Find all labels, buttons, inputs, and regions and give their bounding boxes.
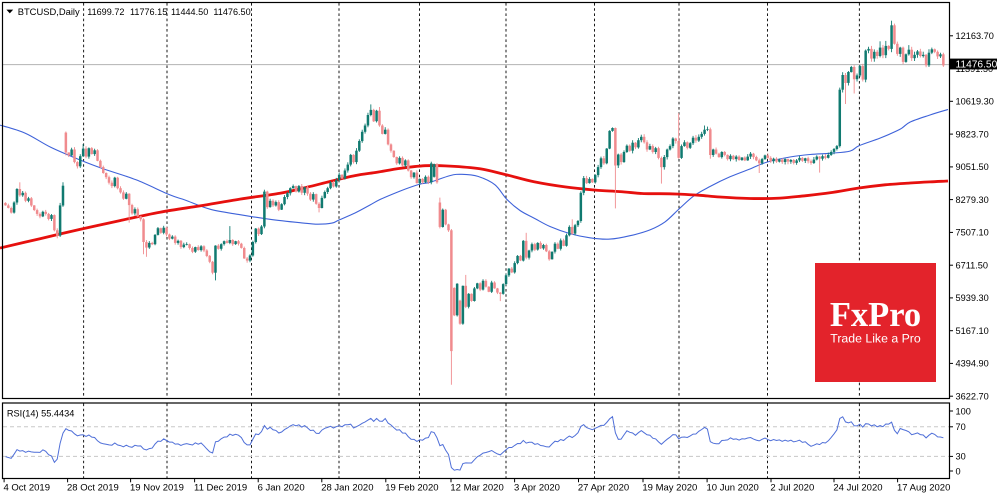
svg-text:12163.70: 12163.70: [956, 31, 994, 41]
svg-text:9823.70: 9823.70: [956, 129, 989, 139]
svg-text:27 Apr 2020: 27 Apr 2020: [578, 483, 629, 494]
svg-text:4394.90: 4394.90: [956, 359, 989, 369]
svg-text:0: 0: [956, 466, 961, 476]
svg-text:RSI(14) 55.4434: RSI(14) 55.4434: [7, 409, 74, 419]
svg-text:11476.50: 11476.50: [213, 7, 250, 17]
svg-text:3622.70: 3622.70: [956, 392, 989, 402]
svg-text:11 Dec 2019: 11 Dec 2019: [194, 483, 247, 494]
svg-text:5939.30: 5939.30: [956, 293, 989, 303]
svg-text:10 Jun 2020: 10 Jun 2020: [707, 483, 759, 494]
svg-text:17 Aug 2020: 17 Aug 2020: [897, 483, 950, 494]
svg-text:6711.50: 6711.50: [956, 261, 989, 271]
svg-text:11444.50: 11444.50: [171, 7, 208, 17]
svg-text:3 Apr 2020: 3 Apr 2020: [514, 483, 560, 494]
svg-text:4 Oct 2019: 4 Oct 2019: [4, 483, 50, 494]
svg-text:19 Feb 2020: 19 Feb 2020: [385, 483, 438, 494]
svg-text:7507.10: 7507.10: [956, 228, 989, 238]
svg-text:28 Oct 2019: 28 Oct 2019: [67, 483, 119, 494]
svg-text:FxPro: FxPro: [830, 296, 921, 334]
svg-text:19 May 2020: 19 May 2020: [642, 483, 697, 494]
svg-text:19 Nov 2019: 19 Nov 2019: [130, 483, 184, 494]
svg-text:5167.10: 5167.10: [956, 326, 989, 336]
svg-text:10619.30: 10619.30: [956, 97, 994, 107]
svg-text:8279.30: 8279.30: [956, 195, 989, 205]
svg-text:28 Jan 2020: 28 Jan 2020: [321, 483, 373, 494]
svg-text:11699.72: 11699.72: [87, 7, 124, 17]
svg-text:11776.15: 11776.15: [130, 7, 167, 17]
svg-text:30: 30: [956, 452, 966, 462]
svg-text:BTCUSD,Daily: BTCUSD,Daily: [18, 6, 80, 17]
svg-text:Trade Like a Pro: Trade Like a Pro: [830, 332, 921, 346]
svg-text:12 Mar 2020: 12 Mar 2020: [450, 483, 503, 494]
svg-text:2 Jul 2020: 2 Jul 2020: [770, 483, 814, 494]
svg-text:11476.50: 11476.50: [956, 59, 998, 70]
svg-text:6 Jan 2020: 6 Jan 2020: [258, 483, 305, 494]
svg-text:9051.50: 9051.50: [956, 162, 989, 172]
svg-text:70: 70: [956, 422, 966, 432]
svg-text:100: 100: [956, 406, 971, 416]
svg-text:24 Jul 2020: 24 Jul 2020: [833, 483, 882, 494]
